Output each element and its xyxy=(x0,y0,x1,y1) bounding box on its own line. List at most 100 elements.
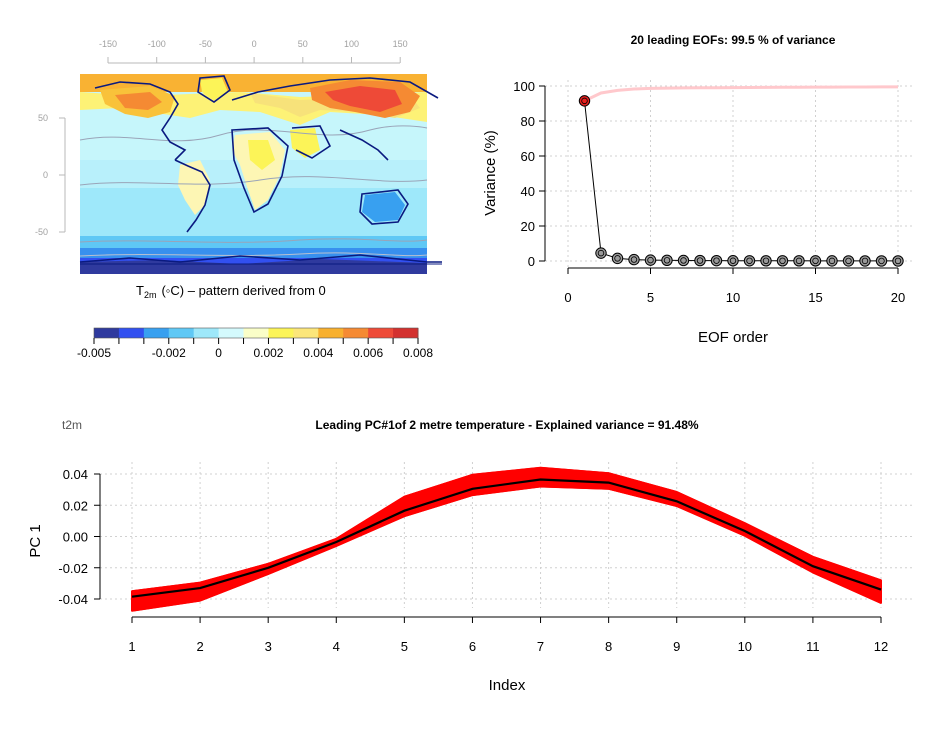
eof-variance-point-ring xyxy=(878,257,885,265)
colorbar-swatch xyxy=(343,328,369,338)
eof-cumulative-series xyxy=(583,85,898,103)
eof-variance-point xyxy=(595,247,607,259)
map-latitude-axis: 50 0 -50 xyxy=(35,113,66,237)
eof-variance-point xyxy=(710,254,723,267)
eof-variance-point xyxy=(859,255,871,267)
eof-variance-panel: 20 leading EOFs: 99.5 % of variance 0 5 10… xyxy=(482,33,912,346)
eof-variance-point-ring xyxy=(812,257,819,265)
eof-variance-point-ring xyxy=(779,257,786,265)
eof-y-axis-label: Variance (%) xyxy=(482,130,499,216)
eof-y-tick-label: 20 xyxy=(521,219,535,234)
colorbar-label: 0.002 xyxy=(253,346,283,360)
colorbar-swatch xyxy=(393,328,419,338)
colorbar-swatch xyxy=(218,328,245,338)
eof-variance-point xyxy=(644,254,657,266)
map-longitude-axis: -150 -100 -50 0 50 100 150 xyxy=(99,39,408,64)
pc-x-tick-label: 5 xyxy=(401,639,408,654)
eof-y-tick-label: 80 xyxy=(521,114,535,129)
pc-panel: t2m Leading PC#1of 2 metre temperature -… xyxy=(27,418,912,694)
colorbar-swatch xyxy=(193,328,220,338)
eof-variance-point xyxy=(776,255,789,267)
pc-ensemble-member-line xyxy=(131,466,882,593)
pc-x-tick-label: 8 xyxy=(605,639,612,654)
pc-ensemble-member-line xyxy=(131,476,882,602)
eof-axes: 0 5 10 15 20 0 20 40 60 80 100 xyxy=(513,79,905,305)
colorbar-swatch xyxy=(293,328,319,338)
colorbar-label: 0.006 xyxy=(353,346,383,360)
eof-variance-point-ring xyxy=(762,257,770,265)
eof-variance-point xyxy=(743,255,756,267)
eof-variance-point-ring xyxy=(663,257,671,264)
pc-y-tick-label: 0.04 xyxy=(63,467,88,482)
pc-x-tick-label: 2 xyxy=(196,639,203,654)
pc-ensemble-member-line xyxy=(131,485,882,612)
eof-variance-series xyxy=(578,95,904,267)
pc-y-tick-label: 0.02 xyxy=(63,498,88,513)
colorbar-swatch xyxy=(118,328,145,338)
eof-y-tick-label: 60 xyxy=(521,149,535,164)
map-lon-tick-label: 50 xyxy=(298,39,308,49)
colorbar-swatch xyxy=(368,328,394,338)
eof-variance-point-ring xyxy=(845,257,852,265)
eof-variance-point xyxy=(809,255,822,267)
eof-y-tick-label: 100 xyxy=(513,79,535,94)
pc-chart-title: Leading PC#1of 2 metre temperature - Exp… xyxy=(315,418,698,432)
eof-cumulative-line xyxy=(583,85,898,103)
map-lon-tick-label: -50 xyxy=(199,39,212,49)
map-panel: -150 -100 -50 0 50 100 150 50 0 -50 xyxy=(35,39,442,360)
pc-x-axis-label: Index xyxy=(489,677,526,694)
eof-variance-point-ring xyxy=(680,257,687,264)
eof-variance-point xyxy=(694,254,706,267)
pc-mean-line xyxy=(131,478,882,598)
pc-y-tick-label: -0.02 xyxy=(58,561,88,576)
eof-variance-point-ring xyxy=(696,257,704,264)
eof-variance-line xyxy=(584,100,898,262)
eof-variance-point xyxy=(661,254,673,266)
colorbar-swatch xyxy=(268,328,294,338)
eof-variance-point-ring xyxy=(746,257,753,264)
colorbar-label: 0 xyxy=(215,346,222,360)
eof-variance-point-ring xyxy=(828,257,836,265)
pc-ensemble-member-line xyxy=(131,483,882,610)
map-lat-tick-label: 0 xyxy=(43,170,48,180)
eof-variance-point xyxy=(842,255,855,267)
eof-variance-point xyxy=(892,255,904,267)
map-field xyxy=(79,74,442,274)
eof-variance-point-ring xyxy=(630,256,638,263)
pc-x-tick-label: 3 xyxy=(265,639,272,654)
map-lon-tick-label: -100 xyxy=(148,39,166,49)
map-lon-tick-label: 150 xyxy=(393,39,408,49)
pc-x-tick-label: 9 xyxy=(673,639,680,654)
colorbar: -0.005 -0.002 0 0.002 0.004 0.006 0.008 xyxy=(77,327,433,360)
pc-x-tick-label: 12 xyxy=(874,639,888,654)
eof-variance-point xyxy=(611,252,624,265)
eof-x-tick-label: 5 xyxy=(647,290,654,305)
map-lat-tick-label: -50 xyxy=(35,227,48,237)
pc-ensemble-series xyxy=(131,466,882,612)
pc-x-tick-label: 6 xyxy=(469,639,476,654)
eof-x-tick-label: 0 xyxy=(564,290,571,305)
eof-variance-point xyxy=(793,255,805,267)
eof-variance-point-ring xyxy=(647,256,654,264)
pc-y-tick-label: 0.00 xyxy=(63,530,88,545)
eof-x-tick-label: 15 xyxy=(808,290,822,305)
eof-variance-point xyxy=(760,255,772,267)
pc-y-axis-label: PC 1 xyxy=(27,524,44,557)
eof-y-tick-label: 40 xyxy=(521,184,535,199)
eof-variance-point-ring xyxy=(597,249,605,257)
pc-x-tick-label: 7 xyxy=(537,639,544,654)
colorbar-label: 0.008 xyxy=(403,346,433,360)
eof-variance-point-ring xyxy=(581,97,588,105)
pc-ensemble-member-line xyxy=(131,468,882,594)
eof-x-tick-label: 10 xyxy=(726,290,740,305)
pc-y-tick-label: -0.04 xyxy=(58,592,88,607)
map-lon-tick-label: 0 xyxy=(252,39,257,49)
eof-variance-point xyxy=(677,254,690,267)
pc-x-tick-label: 1 xyxy=(128,639,135,654)
map-lon-tick-label: 100 xyxy=(344,39,359,49)
colorbar-swatch xyxy=(94,328,120,338)
eof-variance-point-ring xyxy=(614,255,621,262)
pc-mean-series xyxy=(131,478,882,598)
eof-variance-point xyxy=(826,255,838,267)
